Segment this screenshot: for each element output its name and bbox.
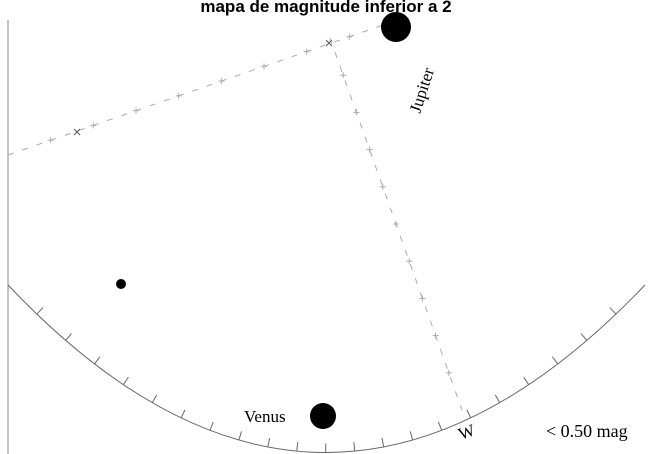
grid-cross: [406, 258, 413, 265]
horizon-tick: [466, 409, 472, 419]
grid-cross: [346, 33, 353, 40]
horizon-tick: [238, 431, 242, 441]
magnitude-note: < 0.50 mag: [546, 421, 628, 441]
cardinal-west-label: W: [456, 420, 478, 444]
horizon-tick: [36, 307, 44, 315]
jupiter-label: Jupiter: [406, 65, 438, 115]
jupiter-marker: [381, 12, 411, 42]
grid-cross: [47, 137, 54, 144]
grid-cross: [419, 295, 426, 302]
grid-cross: [218, 78, 225, 85]
venus-label: Venus: [244, 407, 286, 426]
cross-marker: [73, 128, 81, 136]
grid-cross: [261, 63, 267, 70]
horizon-tick: [551, 356, 559, 365]
grid-cross: [175, 92, 182, 99]
star-marker: [116, 279, 126, 289]
horizon-ticks: [36, 307, 617, 453]
grid-line-horizontal: [7, 21, 393, 156]
horizon-tick: [353, 442, 356, 452]
grid-cross: [379, 183, 386, 190]
venus-marker: [310, 403, 336, 429]
horizon-tick: [296, 442, 299, 452]
horizon-tick: [580, 333, 588, 341]
map-title: mapa de magnitude inferior a 2: [200, 0, 452, 16]
grid-crosses: [47, 33, 452, 376]
horizon-tick: [122, 376, 129, 385]
grid-cross: [133, 107, 139, 114]
horizon-tick: [267, 438, 271, 448]
horizon-tick: [65, 333, 72, 341]
horizon-tick: [437, 421, 443, 431]
horizon-tick: [381, 438, 385, 448]
grid-cross: [90, 122, 97, 129]
grid-cross: [393, 221, 399, 227]
horizon-tick: [494, 394, 501, 403]
grid-cross: [303, 48, 310, 55]
grid-cross: [445, 369, 452, 376]
cross-marker: [325, 39, 333, 47]
horizon-tick: [180, 409, 186, 419]
grid-cross: [432, 332, 439, 339]
horizon-tick: [609, 307, 617, 315]
grid-cross: [366, 146, 373, 153]
grid-cross: [353, 109, 360, 116]
horizon-tick: [209, 421, 214, 431]
horizon-tick: [523, 376, 530, 385]
horizon-tick: [151, 394, 158, 403]
horizon-tick: [409, 431, 414, 441]
horizon-tick: [94, 356, 101, 365]
grid-cross: [340, 72, 347, 79]
